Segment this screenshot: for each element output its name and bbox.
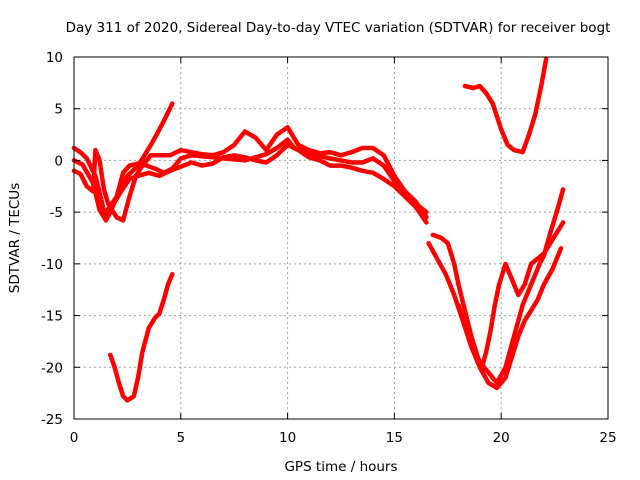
series-trace-i bbox=[462, 56, 549, 155]
y-axis-label: SDTVAR / TECUs bbox=[7, 183, 23, 293]
x-tick-label: 10 bbox=[279, 430, 296, 446]
x-axis-label: GPS time / hours bbox=[284, 459, 397, 475]
series-trace-d bbox=[103, 101, 175, 215]
y-tick-label: 10 bbox=[46, 50, 63, 66]
y-tick-label: -10 bbox=[41, 257, 63, 273]
x-tick-label: 15 bbox=[386, 430, 403, 446]
grid-layer bbox=[74, 57, 608, 419]
y-tick-label: 5 bbox=[54, 102, 63, 118]
data-layer bbox=[71, 56, 566, 403]
y-tick-label: -20 bbox=[41, 360, 63, 376]
x-tick-label: 25 bbox=[599, 430, 616, 446]
y-tick-label: -25 bbox=[41, 412, 63, 428]
series-trace-g bbox=[426, 240, 564, 391]
x-tick-label: 20 bbox=[493, 430, 510, 446]
tick-layer: 0 5 10 15 20 25 10 5 0 -5 -10 -15 -20 -25 bbox=[41, 50, 617, 446]
x-tick-label: 5 bbox=[177, 430, 186, 446]
x-tick-label: 0 bbox=[70, 430, 79, 446]
chart-title: Day 311 of 2020, Sidereal Day-to-day VTE… bbox=[66, 20, 611, 36]
y-tick-label: -5 bbox=[50, 205, 63, 221]
series-trace-c bbox=[71, 125, 429, 223]
series-trace-f bbox=[430, 220, 566, 370]
series-trace-e bbox=[108, 271, 175, 403]
y-tick-label: -15 bbox=[41, 309, 63, 325]
series-trace-h bbox=[456, 187, 566, 386]
y-tick-label: 0 bbox=[54, 153, 63, 169]
plot-frame bbox=[73, 56, 609, 420]
